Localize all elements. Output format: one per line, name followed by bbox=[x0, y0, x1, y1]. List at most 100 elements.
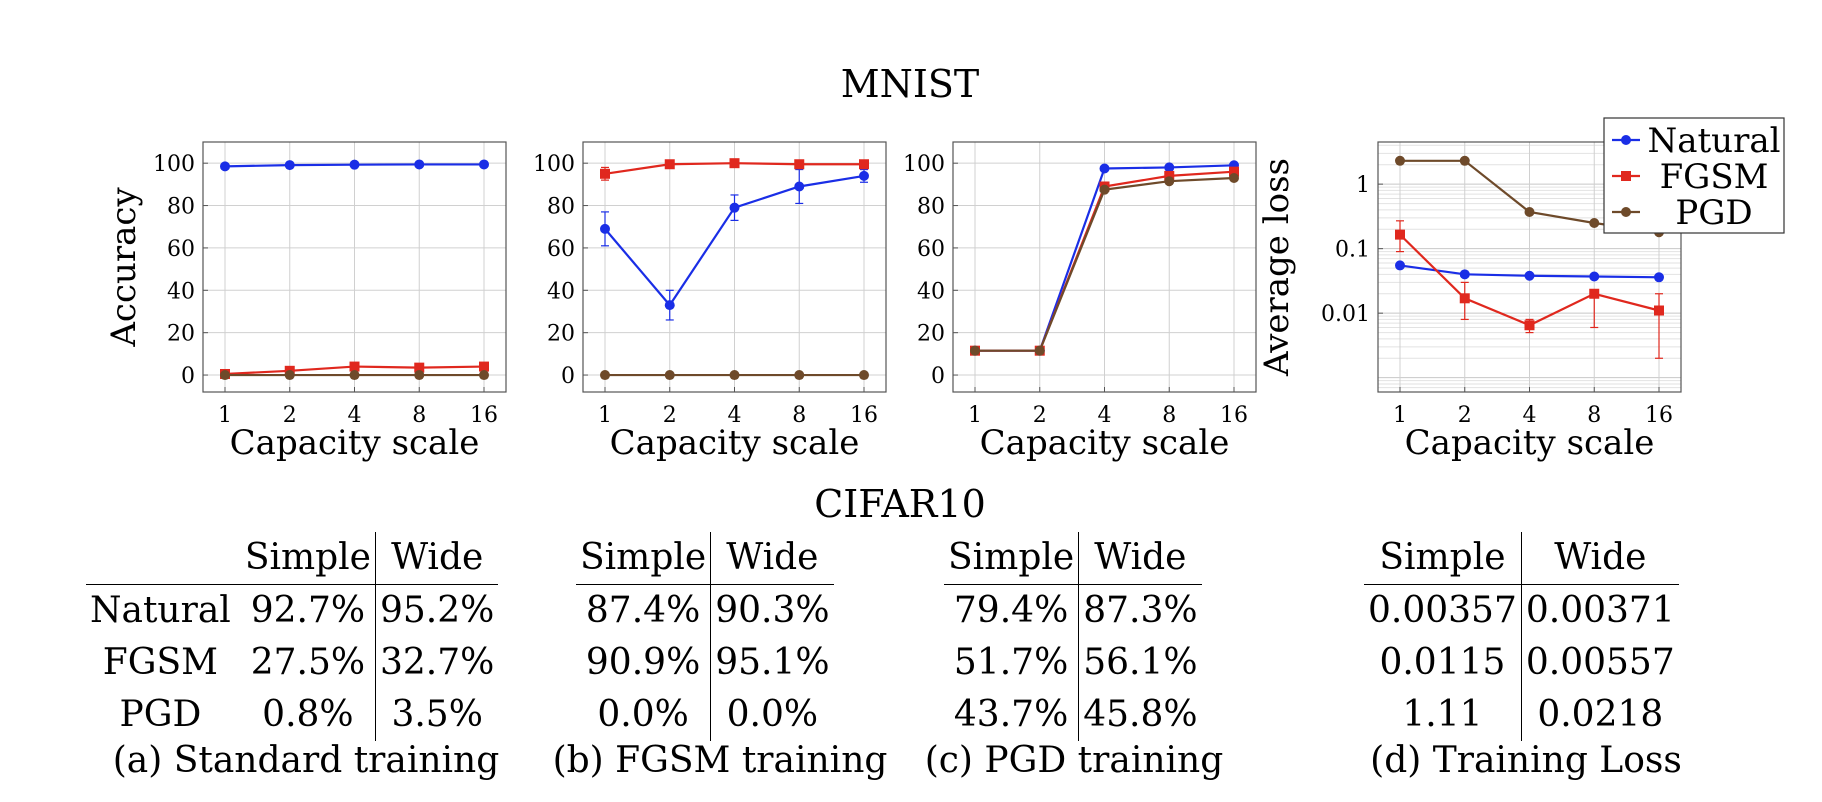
table-pgd-training: Simple Wide 79.4% 87.3% 51.7% 56.1% 43.7… bbox=[944, 532, 1202, 741]
table-cell: 0.00557 bbox=[1520, 637, 1679, 689]
column-header-wide: Wide bbox=[1520, 532, 1679, 585]
point-pgd bbox=[1459, 155, 1470, 166]
point-pgd bbox=[1164, 176, 1175, 187]
table-cell: 1.11 bbox=[1402, 694, 1483, 735]
plot-area bbox=[1395, 155, 1664, 359]
point-pgd bbox=[220, 370, 230, 381]
legend-label: PGD bbox=[1675, 193, 1752, 233]
table-row: 87.4% 90.3% bbox=[576, 584, 834, 637]
table-cell: 3.5% bbox=[375, 689, 499, 741]
point-pgd bbox=[414, 370, 425, 381]
legend-marker bbox=[1621, 207, 1631, 217]
table-cell: 87.4% bbox=[585, 590, 701, 631]
table-cell: 0.0% bbox=[597, 694, 689, 735]
point-fgsm bbox=[1459, 293, 1470, 304]
row-label-pgd: PGD bbox=[119, 694, 202, 735]
column-header-simple: Simple bbox=[576, 532, 711, 585]
y-tick-label: 20 bbox=[167, 322, 195, 347]
x-tick-label: 1 bbox=[968, 403, 982, 428]
table-cell: 90.3% bbox=[710, 584, 834, 637]
table-cell: 0.0% bbox=[710, 689, 834, 741]
x-tick-label: 1 bbox=[218, 403, 232, 428]
caption-standard-training: (a) Standard training bbox=[112, 740, 500, 781]
y-tick-label: 80 bbox=[547, 195, 575, 220]
point-natural bbox=[349, 159, 360, 170]
table-cell: 0.0115 bbox=[1379, 642, 1506, 683]
y-tick-label: 60 bbox=[547, 237, 575, 262]
legend-label: Natural bbox=[1648, 121, 1781, 161]
legend-item-pgd: PGD bbox=[1612, 193, 1753, 233]
point-pgd bbox=[349, 370, 360, 381]
point-fgsm bbox=[349, 361, 360, 372]
y-tick-label: 60 bbox=[167, 237, 195, 262]
point-natural bbox=[1099, 163, 1110, 174]
point-pgd bbox=[284, 370, 295, 381]
point-fgsm bbox=[664, 159, 675, 170]
y-axis-label: Accuracy bbox=[104, 187, 144, 348]
table-cell: 27.5% bbox=[250, 642, 366, 683]
x-tick-label: 1 bbox=[598, 403, 612, 428]
point-pgd bbox=[1524, 206, 1535, 217]
point-natural bbox=[220, 161, 230, 172]
table-cell: 87.3% bbox=[1078, 584, 1202, 637]
point-fgsm bbox=[1229, 166, 1239, 177]
plot-area bbox=[600, 158, 869, 381]
table-cell: 0.0218 bbox=[1520, 689, 1679, 741]
caption-fgsm-training: (b) FGSM training bbox=[552, 740, 888, 781]
point-fgsm bbox=[479, 361, 489, 372]
point-natural bbox=[1395, 260, 1405, 271]
point-pgd bbox=[1099, 184, 1110, 195]
y-tick-label: 0 bbox=[931, 364, 945, 389]
column-header-simple: Simple bbox=[1364, 532, 1522, 585]
x-axis-label: Capacity scale bbox=[610, 423, 860, 463]
x-axis-label: Capacity scale bbox=[980, 423, 1230, 463]
point-natural bbox=[600, 223, 610, 234]
point-natural bbox=[859, 170, 869, 181]
x-tick-label: 4 bbox=[728, 403, 742, 428]
table-row: 0.00357 0.00371 bbox=[1364, 584, 1679, 637]
x-tick-label: 8 bbox=[1587, 403, 1601, 428]
cifar10-title: CIFAR10 bbox=[814, 482, 986, 526]
point-natural bbox=[414, 159, 425, 170]
y-tick-label: 1 bbox=[1356, 173, 1370, 198]
table-row: PGD 0.8% 3.5% bbox=[86, 689, 499, 741]
point-natural bbox=[1459, 269, 1470, 280]
y-tick-label: 0 bbox=[561, 364, 575, 389]
point-fgsm bbox=[600, 168, 610, 179]
column-header-wide: Wide bbox=[375, 532, 499, 585]
point-pgd bbox=[859, 370, 869, 381]
point-fgsm bbox=[1164, 170, 1175, 181]
point-natural bbox=[1654, 272, 1664, 283]
y-tick-label: 0.1 bbox=[1335, 238, 1370, 263]
x-tick-label: 4 bbox=[348, 403, 362, 428]
x-tick-label: 16 bbox=[850, 403, 878, 428]
point-pgd bbox=[1034, 345, 1045, 356]
table-cell: 45.8% bbox=[1078, 689, 1202, 741]
x-tick-label: 16 bbox=[1220, 403, 1248, 428]
x-axis-label: Capacity scale bbox=[1405, 423, 1655, 463]
point-pgd bbox=[970, 345, 980, 356]
point-pgd bbox=[600, 370, 610, 381]
point-fgsm bbox=[414, 362, 425, 373]
point-pgd bbox=[1395, 155, 1405, 166]
table-cell: 0.8% bbox=[262, 694, 354, 735]
column-header-wide: Wide bbox=[1078, 532, 1202, 585]
y-tick-label: 40 bbox=[917, 279, 945, 304]
table-standard-training: Simple Wide Natural 92.7% 95.2% FGSM 27.… bbox=[86, 532, 499, 741]
point-pgd bbox=[479, 370, 489, 381]
point-fgsm bbox=[1654, 305, 1664, 316]
table-cell: 0.00371 bbox=[1520, 584, 1679, 637]
y-tick-label: 40 bbox=[167, 279, 195, 304]
point-natural bbox=[1589, 271, 1600, 282]
point-fgsm bbox=[1589, 288, 1600, 299]
plot-area bbox=[220, 159, 489, 381]
row-label-fgsm: FGSM bbox=[102, 642, 219, 683]
x-tick-label: 16 bbox=[1645, 403, 1673, 428]
legend-marker bbox=[1621, 135, 1631, 145]
point-fgsm bbox=[1524, 320, 1535, 331]
table-cell: 79.4% bbox=[953, 590, 1069, 631]
legend-item-fgsm: FGSM bbox=[1612, 157, 1768, 197]
table-cell: 95.2% bbox=[375, 584, 499, 637]
